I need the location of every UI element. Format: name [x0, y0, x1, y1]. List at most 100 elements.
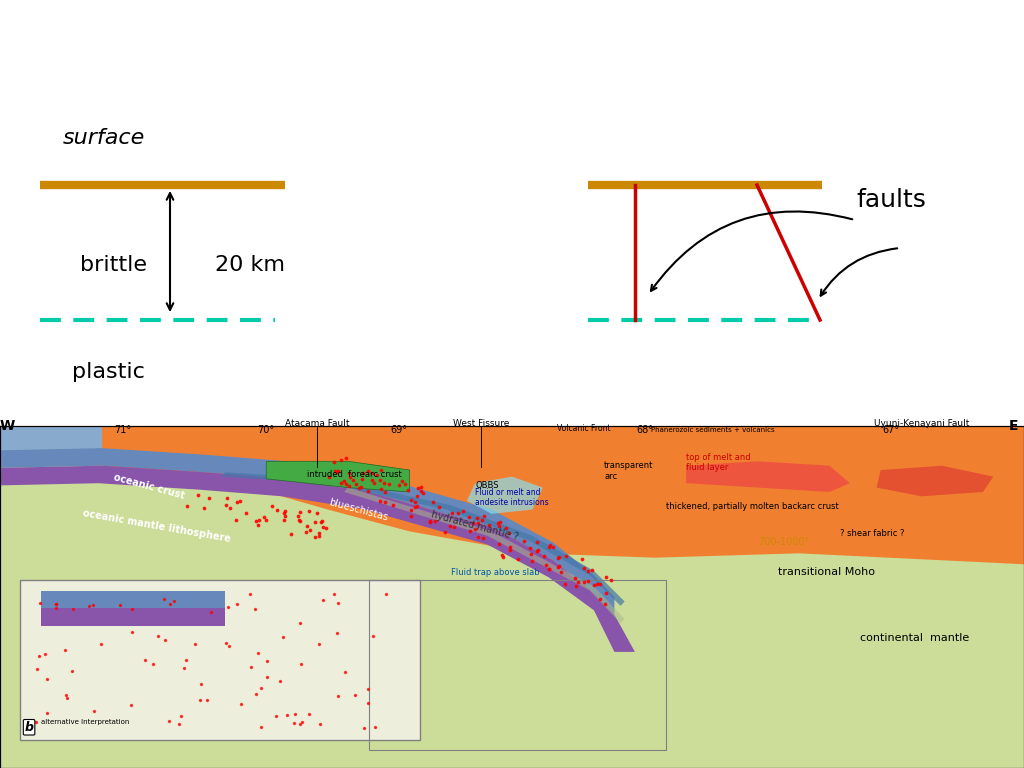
Text: 20 km: 20 km	[215, 255, 285, 275]
Point	[369, 468, 385, 481]
Text: intruded  forearc crust: intruded forearc crust	[307, 469, 402, 478]
Text: Fluid trap above slab: Fluid trap above slab	[451, 568, 540, 578]
Point	[437, 525, 454, 538]
Point	[528, 536, 545, 548]
Point	[465, 517, 481, 529]
Point	[221, 502, 238, 514]
Point	[310, 527, 327, 539]
Point	[330, 465, 346, 478]
Polygon shape	[344, 488, 625, 624]
Point	[275, 506, 292, 518]
Point	[47, 598, 63, 611]
Point	[193, 694, 209, 706]
Point	[592, 592, 608, 604]
Point	[347, 478, 364, 490]
Point	[494, 548, 510, 561]
Point	[586, 578, 602, 591]
Point	[367, 720, 383, 733]
Point	[391, 479, 408, 492]
Text: oceanic mantle lithosphere: oceanic mantle lithosphere	[82, 508, 231, 545]
Point	[227, 514, 244, 526]
Point	[292, 718, 308, 730]
Point	[337, 666, 353, 678]
Point	[581, 574, 597, 587]
Point	[311, 530, 328, 542]
Point	[528, 545, 545, 557]
Point	[247, 602, 263, 614]
Point	[190, 489, 207, 502]
Point	[516, 535, 532, 548]
Point	[311, 717, 328, 730]
Point	[551, 551, 567, 564]
Point	[602, 574, 618, 587]
Point	[193, 678, 209, 690]
Point	[292, 505, 308, 518]
Point	[503, 544, 519, 556]
Point	[427, 515, 443, 528]
Point	[469, 512, 485, 525]
Text: 67°: 67°	[883, 425, 899, 435]
Point	[291, 514, 307, 526]
Polygon shape	[221, 472, 625, 606]
Point	[279, 709, 295, 721]
Polygon shape	[686, 462, 850, 492]
Point	[203, 606, 219, 618]
Point	[510, 553, 526, 565]
Point	[372, 473, 388, 485]
Point	[290, 510, 306, 522]
Point	[314, 515, 331, 527]
Point	[443, 507, 460, 519]
Point	[524, 554, 541, 567]
Point	[48, 598, 65, 611]
Point	[342, 471, 358, 483]
Point	[199, 694, 215, 707]
Point	[467, 522, 483, 535]
Point	[347, 689, 364, 701]
Point	[170, 718, 186, 730]
Point	[403, 494, 420, 506]
Point	[568, 581, 585, 593]
Point	[377, 485, 393, 498]
Point	[31, 650, 47, 663]
Point	[529, 544, 546, 556]
Point	[470, 531, 486, 543]
Point	[326, 455, 342, 468]
Text: ? shear fabric ?: ? shear fabric ?	[840, 529, 904, 538]
Point	[81, 601, 97, 613]
Point	[353, 473, 370, 485]
Point	[393, 475, 410, 487]
Point	[407, 496, 423, 508]
Point	[573, 553, 590, 565]
Point	[495, 551, 511, 564]
Point	[300, 505, 316, 518]
Point	[541, 541, 557, 554]
Point	[502, 541, 518, 553]
Point	[124, 625, 140, 637]
Point	[330, 597, 346, 609]
Polygon shape	[467, 477, 543, 514]
Point	[377, 495, 393, 508]
Point	[292, 617, 308, 629]
Point	[356, 721, 373, 733]
Text: plastic: plastic	[72, 362, 144, 382]
Polygon shape	[877, 465, 993, 496]
Bar	[20, 580, 420, 740]
Point	[541, 563, 557, 575]
Point	[276, 515, 293, 527]
Point	[218, 498, 234, 511]
Point	[232, 698, 249, 710]
Point	[151, 630, 167, 642]
Point	[186, 637, 203, 650]
Point	[286, 717, 302, 730]
Point	[354, 467, 371, 479]
Point	[558, 550, 574, 562]
Point	[137, 654, 154, 666]
Point	[267, 710, 284, 722]
Point	[250, 647, 266, 659]
Point	[373, 483, 389, 495]
Point	[584, 564, 600, 576]
Point	[413, 481, 429, 493]
Text: Atacama Fault: Atacama Fault	[286, 419, 349, 429]
Point	[400, 484, 417, 496]
Point	[264, 500, 281, 512]
